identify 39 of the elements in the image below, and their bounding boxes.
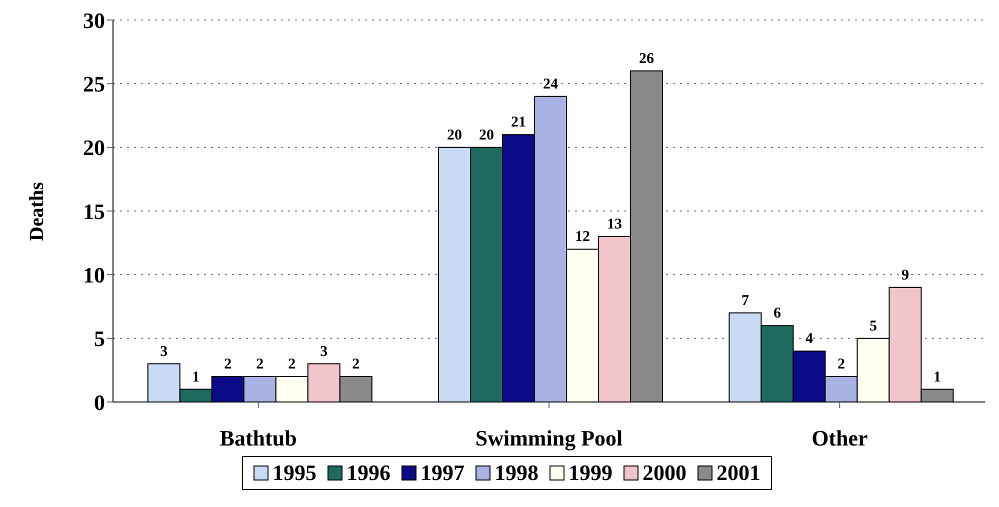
legend-label: 2000 xyxy=(642,460,686,486)
legend-label: 1998 xyxy=(494,460,538,486)
x-tick-label: Swimming Pool xyxy=(475,426,623,451)
y-axis-title: Deaths xyxy=(26,182,48,241)
data-label: 2 xyxy=(256,356,264,373)
data-label: 3 xyxy=(320,344,328,360)
data-label: 26 xyxy=(639,50,655,67)
legend-label: 2001 xyxy=(716,460,760,486)
data-label: 7 xyxy=(741,292,750,309)
data-label: 2 xyxy=(352,356,360,373)
data-label: 24 xyxy=(543,76,559,92)
data-label: 2 xyxy=(288,356,296,373)
data-label: 2 xyxy=(837,356,845,373)
y-tick-label: 5 xyxy=(94,326,105,352)
y-tick-label: 0 xyxy=(94,390,105,415)
y-tick-label: 25 xyxy=(83,71,105,96)
data-label: 20 xyxy=(447,127,462,144)
y-tick-label: 20 xyxy=(83,135,105,160)
data-label: 21 xyxy=(511,114,526,131)
y-tick-label: 15 xyxy=(83,198,105,224)
data-label: 20 xyxy=(479,127,494,144)
legend-label: 1996 xyxy=(346,460,390,486)
data-label: 1 xyxy=(933,369,941,386)
data-label: 2 xyxy=(224,356,232,373)
data-label: 9 xyxy=(901,267,909,284)
y-tick-label: 10 xyxy=(83,262,105,288)
data-label: 3 xyxy=(160,344,168,360)
data-label: 1 xyxy=(192,369,200,386)
legend-label: 1995 xyxy=(272,460,316,486)
data-label: 5 xyxy=(869,318,877,334)
data-label: 4 xyxy=(805,331,814,348)
data-label: 12 xyxy=(575,229,590,246)
legend-label: 1997 xyxy=(420,460,464,486)
x-tick-label: Other xyxy=(812,426,868,451)
x-tick-label: Bathtub xyxy=(220,426,297,451)
data-label: 6 xyxy=(773,306,782,322)
legend-label: 1999 xyxy=(568,460,612,486)
data-label: 13 xyxy=(607,216,622,232)
y-tick-label: 30 xyxy=(83,8,105,33)
